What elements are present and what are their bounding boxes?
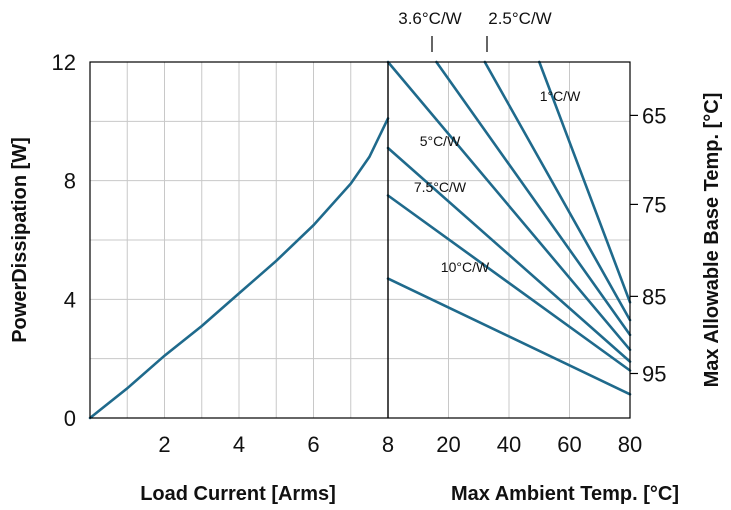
series-label: 5°C/W (420, 133, 461, 149)
right-y-tick-label: 95 (642, 362, 666, 387)
power-dissipation-curve (88, 117, 390, 420)
plot-border (89, 61, 631, 419)
x-tick-label: 40 (497, 432, 521, 457)
x-tick-label: 8 (382, 432, 394, 457)
x-tick-label: 80 (618, 432, 642, 457)
thermal-resistance-line-6 (386, 277, 632, 396)
y-tick-label: 0 (64, 406, 76, 431)
right-y-tick-label: 65 (642, 103, 666, 128)
left-x-axis-title: Load Current [Arms] (140, 483, 336, 505)
x-tick-label: 6 (307, 432, 319, 457)
x-tick-label: 2 (158, 432, 170, 457)
series-label: 3.6°C/W (398, 9, 461, 28)
right-x-axis-title: Max Ambient Temp. [°C] (451, 483, 679, 505)
x-tick-label: 20 (436, 432, 460, 457)
y-tick-label: 12 (52, 50, 76, 75)
series-label: 2.5°C/W (488, 9, 551, 28)
thermal-resistance-line-2 (435, 60, 632, 337)
left-y-axis-title: PowerDissipation [W] (9, 137, 31, 343)
tick-labels: 0 4 8 12 2 4 6 8 20 40 60 80 65 75 85 95 (52, 50, 667, 457)
right-y-axis-title: Max Allowable Base Temp. [°C] (701, 93, 723, 388)
x-tick-label: 60 (557, 432, 581, 457)
thermal-resistance-line-3 (386, 60, 632, 352)
series-label: 10°C/W (441, 259, 490, 275)
y-tick-label: 4 (64, 287, 76, 312)
thermal-resistance-line-5 (386, 194, 632, 372)
grid-lines (90, 62, 630, 418)
thermal-resistance-line-4 (386, 146, 632, 363)
series-label: 7.5°C/W (414, 179, 467, 195)
thermal-resistance-line-0 (537, 60, 632, 304)
right-y-tick-label: 85 (642, 284, 666, 309)
series-label: 1°C/W (540, 88, 581, 104)
series-labels: 1°C/W 2.5°C/W 3.6°C/W 5°C/W 7.5°C/W 10°C/W (398, 9, 581, 275)
y-tick-label: 8 (64, 169, 76, 194)
x-tick-label: 4 (233, 432, 245, 457)
chart-frame (89, 61, 631, 419)
data-series (88, 60, 632, 420)
thermal-resistance-line-1 (483, 60, 632, 322)
right-y-tick-label: 75 (642, 192, 666, 217)
